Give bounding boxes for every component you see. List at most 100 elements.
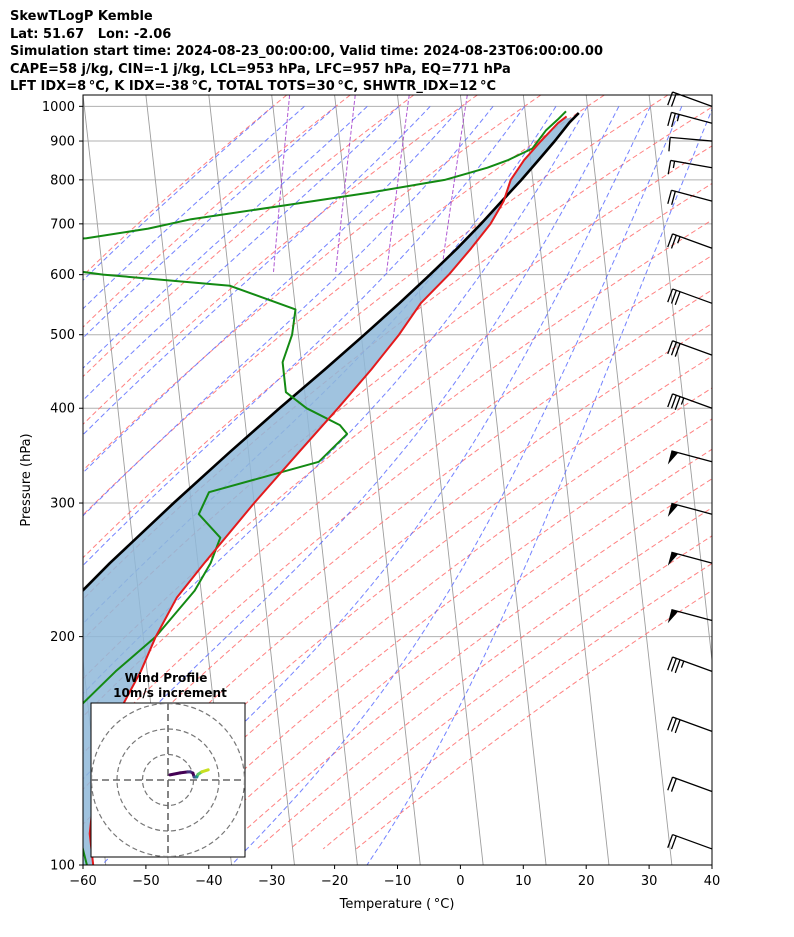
wind-barb	[667, 393, 713, 410]
barb-full-feather	[668, 137, 671, 152]
wind-barb	[667, 776, 713, 793]
barb-full-feather	[667, 340, 674, 355]
y-tick-label: 600	[50, 268, 75, 283]
y-tick-label: 1000	[42, 100, 75, 115]
inset-title: Wind Profile	[125, 671, 208, 685]
barb-pennant	[667, 450, 679, 465]
dry-adiabat-line	[223, 478, 712, 850]
barb-staff	[671, 502, 713, 515]
x-tick-label: −60	[69, 874, 96, 889]
y-tick-label: 400	[50, 402, 75, 417]
isotherm-line	[585, 95, 673, 865]
dry-adiabat-line	[289, 535, 712, 850]
moist-adiabat-line	[83, 105, 400, 401]
wind-barb	[667, 656, 713, 674]
moist-adiabat-line	[101, 106, 651, 865]
barb-half-feather	[680, 397, 685, 405]
y-tick-label: 500	[50, 328, 75, 343]
y-tick-label: 200	[50, 630, 75, 645]
dry-adiabat-line	[83, 289, 712, 790]
title-indices-1: CAPE=58 j/kg, CIN=-1 j/kg, LCL=953 hPa, …	[10, 61, 511, 77]
barb-full-feather	[671, 191, 676, 205]
barb-full-feather	[667, 233, 674, 248]
isotherm-line	[271, 95, 358, 865]
barb-full-feather	[674, 396, 681, 410]
hodograph-ring	[91, 703, 245, 857]
wind-barb	[667, 450, 713, 465]
wind-barb	[667, 288, 713, 306]
moist-adiabat-line	[83, 105, 431, 436]
barb-full-feather	[671, 113, 676, 128]
inset-plot	[91, 703, 245, 857]
moist-adiabat-line	[83, 106, 588, 695]
barb-staff	[672, 393, 713, 409]
title-times: Simulation start time: 2024-08-23_00:00:…	[10, 44, 603, 59]
barb-full-feather	[667, 160, 672, 175]
barb-staff	[672, 340, 713, 356]
wind-barb	[667, 833, 713, 850]
chart-title-block: SkewTLogP Kemble Lat: 51.67 Lon: -2.06 Sim…	[10, 8, 603, 96]
barb-full-feather	[670, 778, 677, 792]
y-tick-label: 300	[50, 497, 75, 512]
barb-half-feather	[680, 660, 685, 668]
x-tick-label: 0	[456, 874, 464, 889]
dry-adiabat-line	[124, 387, 712, 850]
barb-staff	[670, 159, 713, 169]
x-tick-label: −40	[195, 874, 222, 889]
isotherm-line	[397, 95, 484, 865]
barb-full-feather	[670, 835, 677, 850]
barb-half-feather	[676, 114, 680, 122]
barb-full-feather	[667, 393, 674, 408]
wind-barb	[667, 609, 713, 624]
barb-staff	[672, 288, 713, 304]
wind-barbs	[667, 91, 713, 850]
x-tick-label: −50	[132, 874, 159, 889]
axes: −60 −50 −40 −30 −20 −10 0 10 20 30 40 100 200 300 400 5…	[42, 100, 720, 889]
dry-adiabat-line	[83, 95, 288, 277]
barb-staff	[672, 656, 713, 672]
wind-barb	[667, 551, 713, 566]
x-tick-label: 10	[515, 874, 532, 889]
barb-full-feather	[670, 290, 677, 304]
barb-full-feather	[667, 776, 674, 791]
y-tick-label: 100	[50, 859, 75, 874]
x-tick-label: −20	[321, 874, 348, 889]
barb-full-feather	[667, 91, 674, 106]
barb-full-feather	[674, 343, 681, 357]
hodograph-segment	[168, 771, 182, 777]
moist-adiabat-line	[83, 105, 463, 474]
wind-barb	[667, 189, 713, 205]
mixing-ratio-line	[335, 95, 356, 272]
x-tick-label: 40	[704, 874, 721, 889]
barb-staff	[672, 233, 713, 249]
isotherm-line	[648, 95, 712, 665]
wind-barb	[667, 716, 713, 734]
barb-full-feather	[667, 288, 674, 303]
barb-staff	[672, 776, 713, 793]
mixing-ratio-line	[386, 95, 410, 272]
dry-adiabat-line	[83, 95, 542, 472]
wind-barb	[667, 340, 713, 357]
isotherm-line	[522, 95, 610, 865]
mixing-ratio-line	[273, 95, 291, 272]
wind-barb	[667, 159, 713, 175]
title-station: SkewTLogP Kemble	[10, 9, 153, 24]
barb-full-feather	[667, 112, 673, 127]
dry-adiabat-line	[355, 589, 712, 850]
moist-adiabat-line	[83, 105, 337, 339]
barb-staff	[670, 136, 713, 142]
dry-adiabat-line	[83, 182, 712, 680]
title-location: Lat: 51.67 Lon: -2.06	[10, 26, 172, 42]
barb-full-feather	[667, 834, 674, 848]
barb-pennant	[667, 609, 679, 624]
barb-staff	[671, 450, 713, 463]
moist-adiabat-line	[83, 106, 620, 780]
barb-full-feather	[674, 291, 681, 306]
barb-staff	[671, 189, 713, 202]
y-tick-label: 800	[50, 173, 75, 188]
title-indices-2: LFT IDX=8 °C, K IDX=-38 °C, TOTAL TOTS=3…	[10, 79, 497, 94]
barb-half-feather	[677, 236, 681, 244]
moist-adiabat-line	[231, 106, 683, 865]
